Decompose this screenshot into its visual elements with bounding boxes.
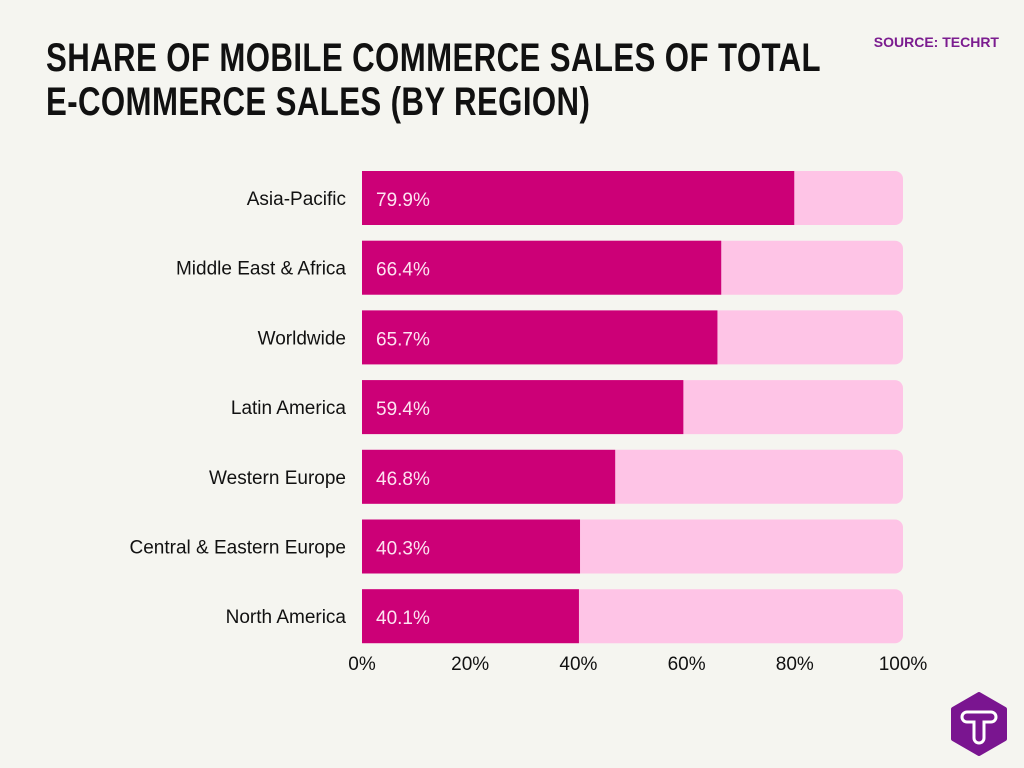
source-label: SOURCE: TECHRT — [873, 34, 999, 50]
value-label: 46.8% — [376, 469, 430, 490]
category-label: Asia-Pacific — [247, 189, 346, 210]
category-label: Middle East & Africa — [176, 259, 346, 280]
category-label: Central & Eastern Europe — [129, 538, 346, 559]
value-label: 59.4% — [376, 399, 430, 420]
bar — [362, 240, 722, 295]
x-tick-label: 60% — [668, 654, 706, 675]
bar — [362, 310, 718, 365]
x-tick-label: 40% — [559, 654, 597, 675]
x-tick-label: 100% — [879, 654, 928, 675]
bar — [362, 519, 581, 574]
value-label: 40.3% — [376, 539, 430, 560]
value-label: 66.4% — [376, 260, 430, 281]
category-label: North America — [226, 607, 347, 628]
chart-title: SHARE OF MOBILE COMMERCE SALES OF TOTAL … — [46, 36, 821, 124]
techrt-logo-icon — [951, 692, 1007, 756]
bar — [362, 449, 616, 504]
category-label: Latin America — [231, 398, 347, 419]
x-tick-label: 80% — [776, 654, 814, 675]
bar — [362, 380, 684, 435]
category-label: Worldwide — [258, 328, 346, 349]
value-label: 65.7% — [376, 329, 430, 350]
category-label: Western Europe — [209, 468, 346, 489]
bar — [362, 171, 795, 225]
bar — [362, 589, 579, 644]
value-label: 40.1% — [376, 608, 430, 629]
x-tick-label: 20% — [451, 654, 489, 675]
value-label: 79.9% — [376, 190, 430, 211]
x-tick-label: 0% — [348, 654, 376, 675]
